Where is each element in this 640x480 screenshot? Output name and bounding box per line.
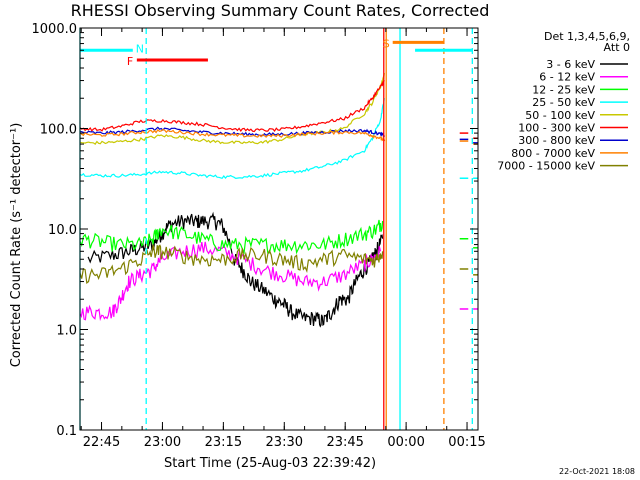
series-line-25-50-keV [79,97,386,180]
x-tick-label: 00:00 [387,435,424,450]
flag-label-f: F [127,55,133,68]
y-tick-label: 1000.0 [32,22,78,37]
legend-label-6-12-keV: 6 - 12 keV [539,71,595,84]
series-line-800-7000-keV [79,128,386,142]
x-tick-label: 23:45 [326,435,363,450]
x-tick-label: 22:45 [83,435,120,450]
series-line-50-100-keV [79,72,386,145]
x-tick-label: 23:15 [205,435,242,450]
y-tick-label: 0.1 [56,424,77,439]
series-line-12-25-keV [79,219,384,255]
legend-label-3-6-keV: 3 - 6 keV [546,58,595,71]
series-line-100-300-keV [79,80,385,133]
y-tick-label: 1.0 [56,324,77,339]
y-tick-label: 10.0 [48,223,77,238]
x-tick-label: 23:30 [266,435,303,450]
legend-label-800-7000-keV: 800 - 7000 keV [511,147,595,160]
legend-label-12-25-keV: 12 - 25 keV [532,83,595,96]
axes: 1000.0 100.0 10.0 1.0 0.1 22:45 23:00 23:15 23:3… [32,22,486,450]
legend-header-line-1: Det 1,3,4,5,6,9, [544,30,630,43]
flag-label-n: N [136,42,144,55]
x-axis-label: Start Time (25-Aug-03 22:39:42) [164,456,376,471]
flag-label-s: S [383,37,390,50]
x-tick-label: 00:15 [448,435,485,450]
legend-label-100-300-keV: 100 - 300 keV [518,122,595,135]
timestamp: 22-Oct-2021 18:08 [559,467,635,476]
x-tick-label: 23:00 [144,435,181,450]
legend-label-50-100-keV: 50 - 100 keV [525,109,595,122]
y-axis-label: Corrected Count Rate (s⁻¹ detector⁻¹) [9,123,24,368]
legend-header-line-2: Att 0 [604,41,630,54]
legend-label-7000-15000-keV: 7000 - 15000 keV [497,160,595,173]
series-line-3-6-keV [87,211,384,328]
series-line-6-12-keV [79,241,382,322]
legend-label-300-800-keV: 300 - 800 keV [518,134,595,147]
series-line-7000-15000-keV [79,243,384,285]
legend-label-25-50-keV: 25 - 50 keV [532,96,595,109]
chart-title: RHESSI Observing Summary Count Rates, Co… [71,1,490,20]
y-tick-label: 100.0 [40,123,77,138]
